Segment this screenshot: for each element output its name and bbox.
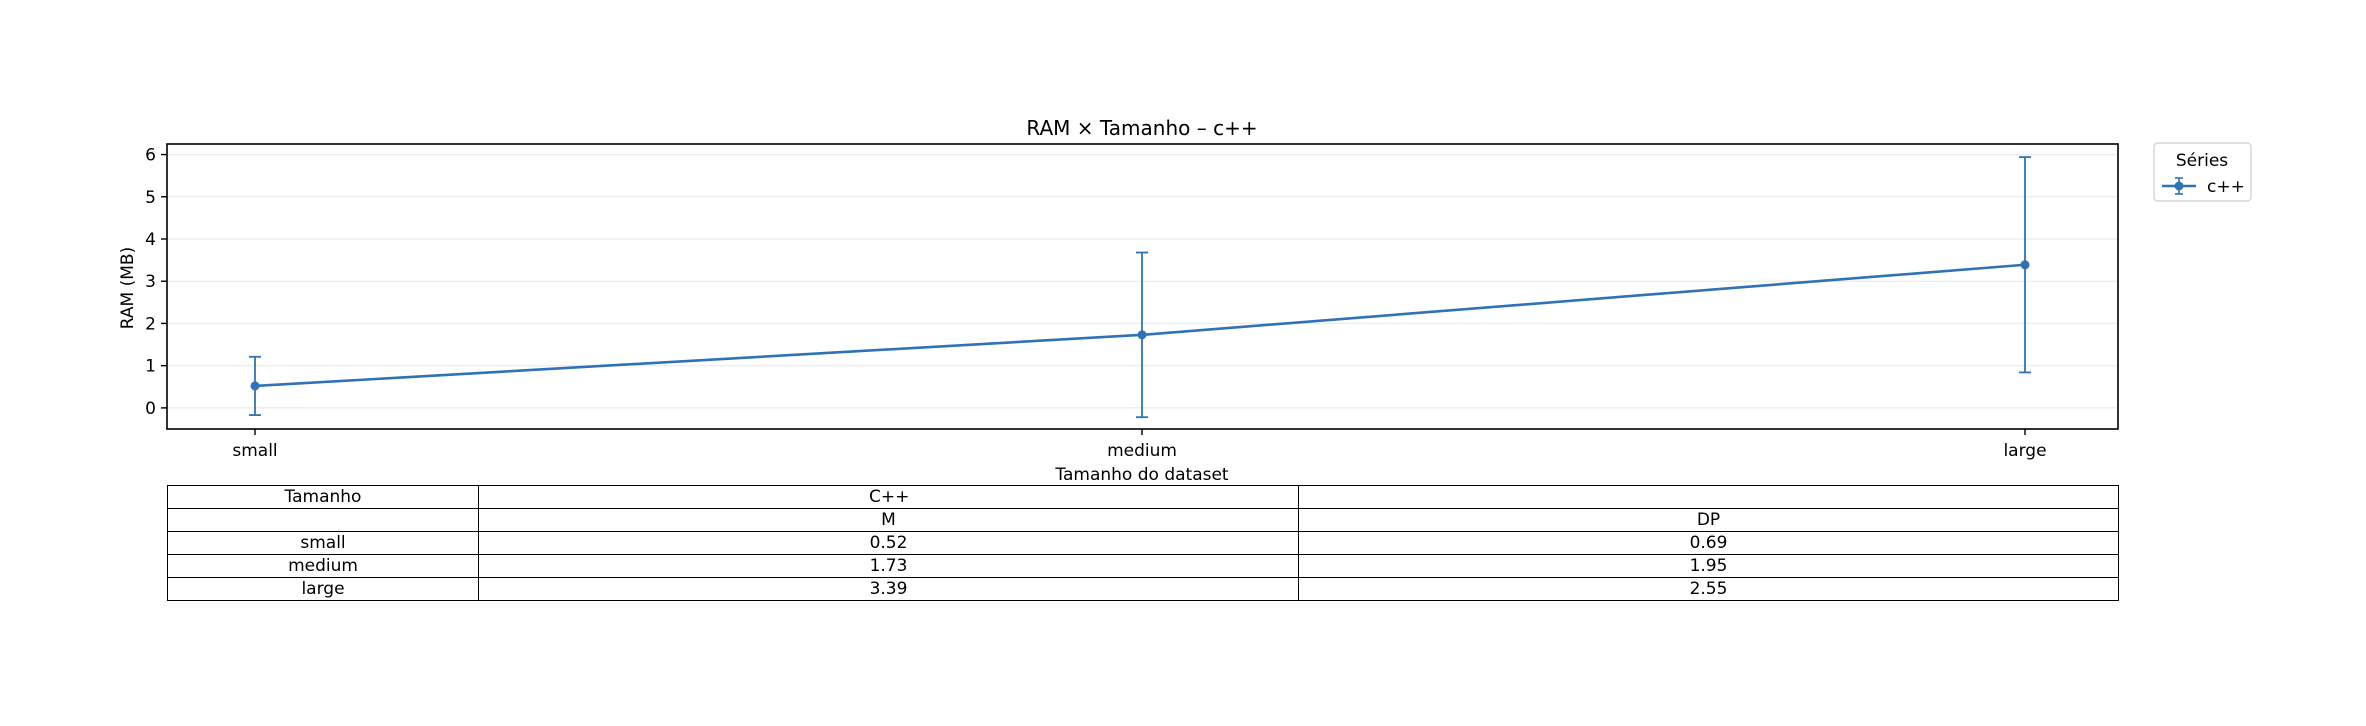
y-axis: 0 1 2 3 4 5 6 — [145, 146, 167, 419]
table-cell: 2.55 — [1298, 577, 2119, 601]
y-axis-label: RAM (MB) — [118, 247, 138, 329]
table-header-cell: M — [478, 508, 1299, 532]
legend-label: c++ — [2207, 177, 2245, 197]
y-tick-label: 5 — [145, 188, 156, 208]
legend-handle — [2162, 177, 2196, 195]
x-axis: small medium large — [232, 429, 2047, 461]
table-header-row: Tamanho C++ — [167, 485, 2119, 509]
data-point — [2020, 260, 2030, 270]
x-tick-label: small — [232, 441, 277, 461]
legend-title: Séries — [2176, 151, 2228, 171]
table-header-cell: DP — [1298, 508, 2119, 532]
table-cell: 0.69 — [1298, 531, 2119, 555]
x-tick-label: medium — [1107, 441, 1177, 461]
y-tick-label: 3 — [145, 272, 156, 292]
y-tick-label: 6 — [145, 146, 156, 166]
x-tick-label: large — [2003, 441, 2046, 461]
table-header-cell: C++ — [478, 485, 1299, 509]
table-cell: 1.95 — [1298, 554, 2119, 578]
series-cpp — [249, 156, 2031, 419]
table-header-cell — [167, 508, 479, 532]
data-point — [1137, 330, 1147, 340]
table-cell: 1.73 — [478, 554, 1299, 578]
data-table: Tamanho C++ M DP small 0.52 0.69 medium … — [167, 485, 2119, 601]
y-tick-label: 2 — [145, 314, 156, 334]
table-cell: small — [167, 531, 479, 555]
table-cell: medium — [167, 554, 479, 578]
table-cell: large — [167, 577, 479, 601]
table-row: large 3.39 2.55 — [167, 577, 2119, 601]
table-header-cell: Tamanho — [167, 485, 479, 509]
y-tick-label: 0 — [145, 399, 156, 419]
table-row: small 0.52 0.69 — [167, 531, 2119, 555]
series-line — [254, 263, 2026, 388]
data-point — [250, 381, 260, 391]
chart-title: RAM × Tamanho – c++ — [1026, 116, 1257, 140]
table-subheader-row: M DP — [167, 508, 2119, 532]
table-cell: 3.39 — [478, 577, 1299, 601]
legend: Séries c++ — [2153, 142, 2252, 202]
x-axis-label: Tamanho do dataset — [1054, 465, 1229, 485]
table-row: medium 1.73 1.95 — [167, 554, 2119, 578]
y-tick-label: 4 — [145, 230, 156, 250]
chart-area: RAM × Tamanho – c++ 0 1 2 3 4 5 6 small medium l… — [118, 116, 2252, 485]
y-tick-label: 1 — [145, 357, 156, 377]
table-cell: 0.52 — [478, 531, 1299, 555]
table-header-cell — [1298, 485, 2119, 509]
